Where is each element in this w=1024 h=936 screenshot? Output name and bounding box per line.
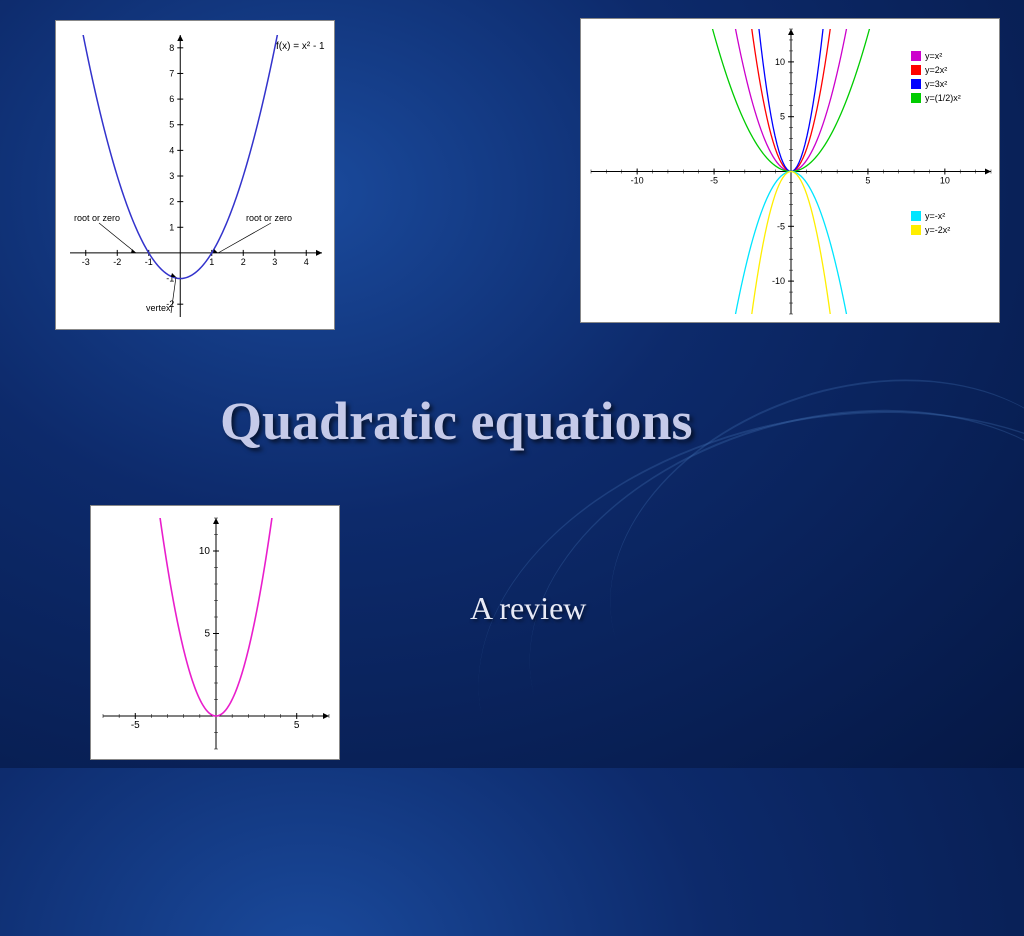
svg-text:-2: -2 [113, 257, 121, 267]
svg-text:-5: -5 [131, 720, 140, 731]
svg-text:y=(1/2)x²: y=(1/2)x² [925, 93, 961, 103]
svg-text:1: 1 [169, 222, 174, 232]
svg-text:10: 10 [940, 176, 950, 186]
svg-text:7: 7 [169, 68, 174, 78]
svg-text:4: 4 [304, 257, 309, 267]
svg-text:10: 10 [199, 546, 211, 557]
svg-text:y=3x²: y=3x² [925, 79, 947, 89]
chart-parabola-basic: -5 5 5 10 [90, 505, 340, 760]
svg-text:2: 2 [241, 257, 246, 267]
svg-text:6: 6 [169, 94, 174, 104]
svg-text:5: 5 [865, 176, 870, 186]
svg-text:-5: -5 [777, 221, 785, 231]
svg-text:y=2x²: y=2x² [925, 65, 947, 75]
svg-text:2: 2 [169, 197, 174, 207]
svg-text:-5: -5 [710, 176, 718, 186]
svg-text:5: 5 [780, 112, 785, 122]
svg-text:-10: -10 [631, 176, 644, 186]
svg-text:y=-2x²: y=-2x² [925, 225, 950, 235]
svg-text:3: 3 [169, 171, 174, 181]
svg-text:f(x) = x² - 1: f(x) = x² - 1 [276, 41, 325, 52]
svg-text:-3: -3 [82, 257, 90, 267]
svg-text:vertex: vertex [146, 303, 171, 313]
chart-parabola-roots: -3-2-11234-2-112345678f(x) = x² - 1root … [55, 20, 335, 330]
svg-text:5: 5 [294, 720, 300, 731]
svg-text:4: 4 [169, 145, 174, 155]
chart-parabola-family: -10 -5 5 10 -10 -5 5 10 y=x² y=2x² y=3x² y=(1/2)x² y… [580, 18, 1000, 323]
page-title: Quadratic equations [220, 390, 693, 452]
svg-text:3: 3 [272, 257, 277, 267]
svg-text:y=x²: y=x² [925, 51, 942, 61]
svg-text:-10: -10 [772, 276, 785, 286]
svg-text:1: 1 [209, 257, 214, 267]
page-subtitle: A review [470, 590, 586, 627]
svg-text:5: 5 [169, 120, 174, 130]
svg-text:y=-x²: y=-x² [925, 211, 945, 221]
svg-text:root or zero: root or zero [246, 213, 292, 223]
svg-text:root or zero: root or zero [74, 213, 120, 223]
svg-text:5: 5 [204, 629, 210, 640]
svg-text:8: 8 [169, 43, 174, 53]
svg-text:10: 10 [775, 57, 785, 67]
